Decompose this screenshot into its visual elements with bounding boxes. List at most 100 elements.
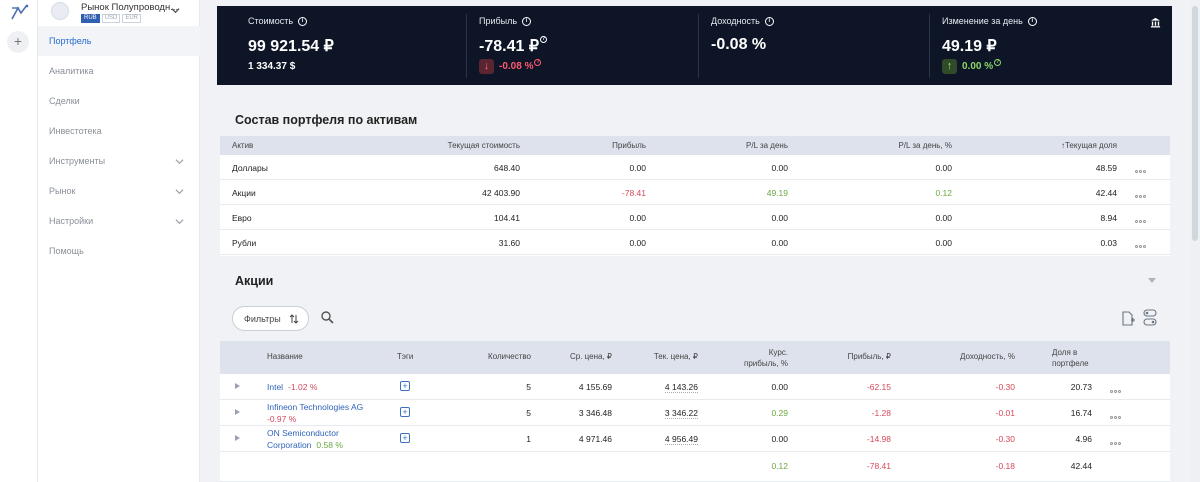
nav-item-7[interactable]: Помощь — [38, 236, 200, 266]
currency-usd[interactable]: USD — [101, 14, 121, 23]
portfolio-switcher[interactable]: Рынок Полупроводн... RUB USD EUR — [51, 2, 196, 24]
more-options-icon[interactable] — [1110, 437, 1122, 445]
currency-rub[interactable]: RUB — [81, 14, 100, 23]
table-row[interactable]: Рубли 31.60 0.00 0.00 0.00 0.03 — [220, 230, 1170, 255]
col-yield[interactable]: Доходность, % — [960, 352, 1015, 361]
cell-pl-day: 0.00 — [771, 213, 788, 223]
col-share[interactable]: Доля в портфеле — [1052, 347, 1089, 369]
col-name[interactable]: Название — [267, 352, 303, 361]
more-options-icon[interactable] — [1110, 411, 1122, 419]
cell-current-value: 648.40 — [494, 163, 520, 173]
nav-item-label: Рынок — [49, 186, 76, 196]
info-icon[interactable]: i — [522, 16, 532, 26]
chevron-down-icon[interactable] — [175, 157, 184, 166]
sidebar: Рынок Полупроводн... RUB USD EUR Портфел… — [38, 0, 200, 482]
cell-current-share: 0.03 — [1100, 238, 1117, 248]
col-avg-price[interactable]: Ср. цена, ₽ — [569, 352, 612, 361]
nav-item-2[interactable]: Сделки — [38, 86, 200, 116]
col-profit[interactable]: Прибыль — [612, 141, 646, 150]
nav-item-4[interactable]: Инструменты — [38, 146, 200, 176]
more-options-icon[interactable] — [1135, 165, 1147, 173]
nav-item-6[interactable]: Настройки — [38, 206, 200, 236]
col-pl-day-pct[interactable]: P/L за день, % — [898, 141, 952, 150]
filters-button[interactable]: Фильтры — [232, 306, 309, 331]
chevron-down-icon[interactable] — [171, 6, 180, 15]
chevron-down-icon[interactable] — [175, 187, 184, 196]
chevron-down-icon[interactable] — [175, 217, 184, 226]
add-portfolio-button[interactable]: + — [7, 31, 29, 53]
info-icon[interactable]: i — [298, 16, 308, 26]
expand-row-icon[interactable] — [235, 435, 240, 441]
bank-icon[interactable] — [1150, 17, 1161, 28]
currency-eur[interactable]: EUR — [122, 14, 142, 23]
add-tag-button[interactable]: + — [400, 433, 410, 443]
col-current-share-label: Текущая доля — [1064, 141, 1117, 150]
more-options-icon[interactable] — [1110, 385, 1122, 393]
table-settings-icon[interactable] — [1143, 309, 1157, 326]
stat-profit-label: Прибыль — [479, 16, 518, 26]
col-current-share[interactable]: ↑Текущая доля — [1061, 141, 1117, 150]
cell-share: 4.96 — [1075, 434, 1092, 444]
stock-name-line: Corporation 0.58 % — [267, 439, 343, 451]
arrow-up-icon: ↑ — [942, 59, 957, 74]
collapse-section-icon[interactable] — [1148, 278, 1156, 283]
nav-item-label: Инструменты — [49, 156, 106, 166]
app-logo-icon[interactable] — [11, 4, 29, 20]
table-row[interactable]: ON Semiconductor Corporation 0.58 % +1 4 971… — [220, 426, 1170, 452]
page-scrollbar[interactable] — [1190, 0, 1200, 482]
stat-profit-main: -78.41 ₽ — [479, 38, 539, 55]
stock-name-link[interactable]: Infineon Technologies AG — [267, 402, 364, 412]
table-row[interactable]: Infineon Technologies AG -0.97 % +5 3 346.4… — [220, 400, 1170, 426]
table-row[interactable]: Доллары 648.40 0.00 0.00 0.00 48.59 — [220, 155, 1170, 180]
cell-pl-day-pct: 0.00 — [935, 213, 952, 223]
cur-price-value[interactable]: 3 346.22 — [664, 408, 698, 419]
arrow-down-icon: ↓ — [479, 59, 494, 74]
cur-price-value[interactable]: 4 956.49 — [664, 434, 698, 445]
cell-current-share: 42.44 — [1095, 188, 1117, 198]
col-fx-profit[interactable]: Курс. прибыль, % — [744, 347, 788, 369]
col-tags[interactable]: Тэги — [397, 352, 414, 361]
table-row[interactable]: Акции 42 403.90 -78.41 49.19 0.12 42.44 — [220, 180, 1170, 205]
add-tag-button[interactable]: + — [400, 407, 410, 417]
stock-name-link[interactable]: Corporation — [267, 440, 312, 450]
col-cur-price[interactable]: Тек. цена, ₽ — [653, 352, 698, 361]
info-icon[interactable]: i — [764, 16, 774, 26]
table-row[interactable]: Intel -1.02 % +5 4 155.69 4 143.26 0.00 -62.15… — [220, 374, 1170, 400]
col-current-value[interactable]: Текущая стоимость — [447, 141, 520, 150]
add-tag-button[interactable]: + — [400, 381, 410, 391]
table-row[interactable]: Евро 104.41 0.00 0.00 0.00 8.94 — [220, 205, 1170, 230]
cell-pl-day-pct: 0.00 — [935, 163, 952, 173]
search-icon[interactable] — [321, 311, 334, 324]
cell-current-share: 48.59 — [1095, 163, 1117, 173]
col-profit[interactable]: Прибыль, ₽ — [847, 352, 891, 361]
more-options-icon[interactable] — [1135, 240, 1147, 248]
divider — [466, 14, 467, 78]
col-pl-day[interactable]: P/L за день — [746, 141, 788, 150]
stock-name-link[interactable]: ON Semiconductor — [267, 428, 339, 438]
col-quantity[interactable]: Количество — [488, 352, 531, 361]
col-asset[interactable]: Актив — [232, 141, 254, 150]
cell-profit: -62.15 — [866, 382, 891, 392]
cell-avg-price: 3 346.48 — [578, 408, 612, 418]
stat-value-sub: 1 334.37 $ — [248, 61, 296, 72]
help-icon[interactable]: ? — [540, 36, 547, 43]
nav-item-1[interactable]: Аналитика — [38, 56, 200, 86]
more-options-icon[interactable] — [1135, 215, 1147, 223]
expand-row-icon[interactable] — [235, 409, 240, 415]
help-icon[interactable]: ? — [534, 59, 542, 66]
expand-row-icon[interactable] — [235, 383, 240, 389]
sort-icon — [289, 314, 299, 324]
scrollbar-thumb[interactable] — [1192, 6, 1198, 241]
help-icon[interactable]: ? — [994, 59, 1002, 66]
more-options-icon[interactable] — [1135, 190, 1147, 198]
cell-pl-day-pct: 0.00 — [935, 238, 952, 248]
cur-price-value[interactable]: 4 143.26 — [664, 382, 698, 393]
export-file-icon[interactable] — [1121, 311, 1135, 326]
stock-name-link[interactable]: Intel — [267, 382, 284, 392]
nav-item-0[interactable]: Портфель — [38, 26, 200, 56]
info-icon[interactable]: i — [1027, 16, 1037, 26]
cell-current-value: 31.60 — [498, 238, 520, 248]
cell-pl-day: 0.00 — [771, 238, 788, 248]
nav-item-5[interactable]: Рынок — [38, 176, 200, 206]
nav-item-3[interactable]: Инвестотека — [38, 116, 200, 146]
